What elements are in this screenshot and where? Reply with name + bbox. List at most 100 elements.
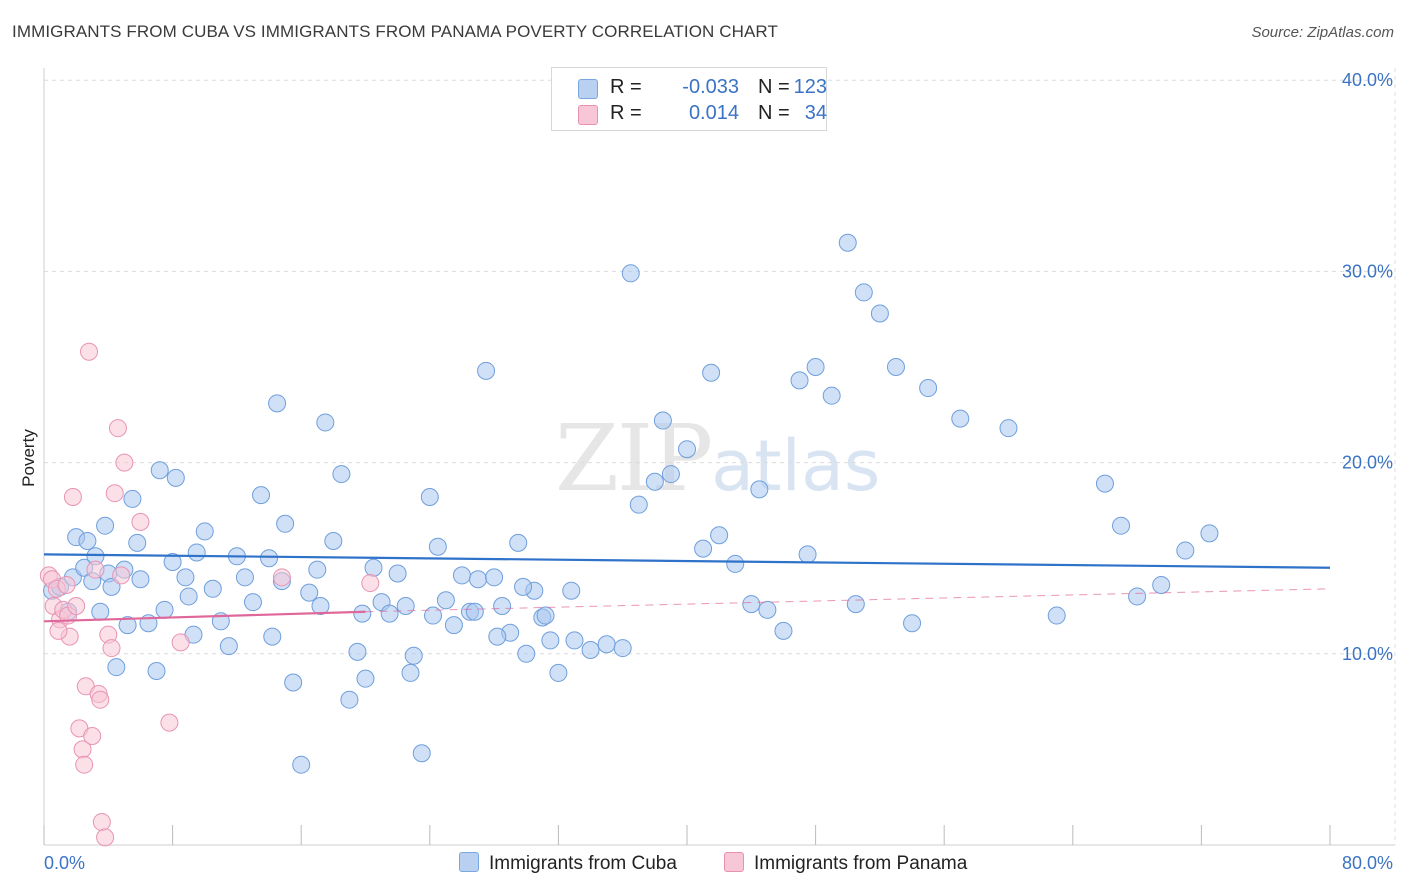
cuba-trend-line	[43, 553, 1331, 569]
cuba-point	[1152, 575, 1171, 594]
cuba-point	[1095, 474, 1114, 493]
cuba-point	[951, 409, 970, 428]
cuba-point	[919, 379, 938, 398]
cuba-point	[118, 616, 137, 635]
cuba-point	[854, 283, 873, 302]
cuba-point	[710, 526, 729, 545]
cuba-point	[485, 568, 504, 587]
cuba-point	[284, 673, 303, 692]
bottom-legend-swatch-cuba	[459, 852, 479, 872]
panama-point	[80, 342, 99, 361]
cuba-point	[428, 537, 447, 556]
panama-point	[91, 690, 110, 709]
cuba-point	[488, 627, 507, 646]
cuba-point	[999, 419, 1018, 438]
cuba-point	[292, 755, 311, 774]
cuba-point	[219, 637, 238, 656]
bottom-legend-label-panama: Immigrants from Panama	[754, 853, 968, 874]
cuba-point	[263, 627, 282, 646]
cuba-point	[195, 522, 214, 541]
y-tick-label: 40.0%	[1342, 70, 1393, 90]
panama-point	[63, 488, 82, 507]
chart-title: IMMIGRANTS FROM CUBA VS IMMIGRANTS FROM …	[12, 22, 778, 41]
cuba-point	[444, 616, 463, 635]
legend-swatch-panama	[578, 105, 598, 125]
cuba-point	[549, 663, 568, 682]
cuba-point	[645, 472, 664, 491]
panama-point	[96, 828, 115, 847]
cuba-point	[147, 662, 166, 681]
legend-n-label: N =	[758, 102, 790, 124]
cuba-point	[465, 602, 484, 621]
bottom-legend-label-cuba: Immigrants from Cuba	[489, 853, 677, 874]
cuba-point	[404, 646, 423, 665]
cuba-point	[629, 495, 648, 514]
panama-point	[272, 568, 291, 587]
cuba-point	[514, 577, 533, 596]
y-tick-label: 10.0%	[1342, 644, 1393, 664]
panama-point	[49, 621, 68, 640]
cuba-point	[1047, 606, 1066, 625]
panama-point	[83, 727, 102, 746]
cuba-point	[621, 264, 640, 283]
cuba-point	[1200, 524, 1219, 543]
cuba-point	[412, 744, 431, 763]
cuba-point	[477, 361, 496, 380]
cuba-point	[96, 516, 115, 535]
cuba-point	[348, 642, 367, 661]
cuba-point	[107, 658, 126, 677]
panama-point	[361, 574, 380, 593]
cuba-point	[380, 604, 399, 623]
cuba-point	[311, 597, 330, 615]
cuba-point	[806, 358, 825, 376]
cuba-point	[128, 533, 147, 552]
cuba-point	[1176, 541, 1195, 560]
legend-swatch-cuba	[578, 79, 598, 99]
cuba-point	[436, 591, 455, 610]
cuba-point	[493, 597, 512, 615]
cuba-point	[356, 669, 375, 688]
cuba-point	[597, 635, 616, 654]
cuba-point	[726, 554, 745, 573]
cuba-point	[324, 531, 343, 550]
cuba-point	[694, 539, 713, 558]
cuba-point	[742, 595, 761, 614]
panama-trend-dashed	[365, 588, 1331, 613]
y-axis-label: Poverty	[19, 429, 38, 487]
panama-point	[105, 484, 124, 503]
panama-point	[115, 453, 134, 472]
correlation-legend: R = -0.033 N = 123 R = 0.014 N = 34	[551, 67, 827, 131]
cuba-point	[252, 486, 271, 505]
cuba-point	[388, 564, 407, 583]
cuba-point	[353, 604, 372, 623]
cuba-point	[1112, 516, 1131, 535]
cuba-point	[838, 233, 857, 252]
cuba-point	[308, 560, 327, 579]
panama-point	[108, 419, 127, 438]
cuba-point	[316, 413, 335, 432]
cuba-point	[131, 570, 150, 589]
cuba-point	[420, 488, 439, 507]
cuba-point	[276, 514, 295, 533]
cuba-point	[678, 440, 696, 459]
cuba-point	[469, 570, 488, 589]
cuba-point	[364, 558, 383, 577]
panama-point	[112, 566, 131, 585]
panama-point	[92, 813, 111, 832]
panama-point	[75, 755, 94, 774]
legend-r-label: R =	[610, 76, 642, 98]
cuba-point	[260, 549, 279, 568]
cuba-point	[750, 480, 769, 499]
cuba-point	[155, 600, 174, 619]
cuba-point	[774, 621, 793, 640]
cuba-point	[150, 461, 169, 480]
legend-r-value: -0.033	[682, 76, 739, 98]
cuba-point	[903, 614, 922, 633]
cuba-point	[613, 639, 632, 658]
panama-point	[131, 512, 150, 531]
bottom-legend-swatch-panama	[724, 852, 744, 872]
cuba-point	[340, 690, 359, 709]
cuba-point	[870, 304, 889, 323]
cuba-point	[396, 597, 415, 615]
